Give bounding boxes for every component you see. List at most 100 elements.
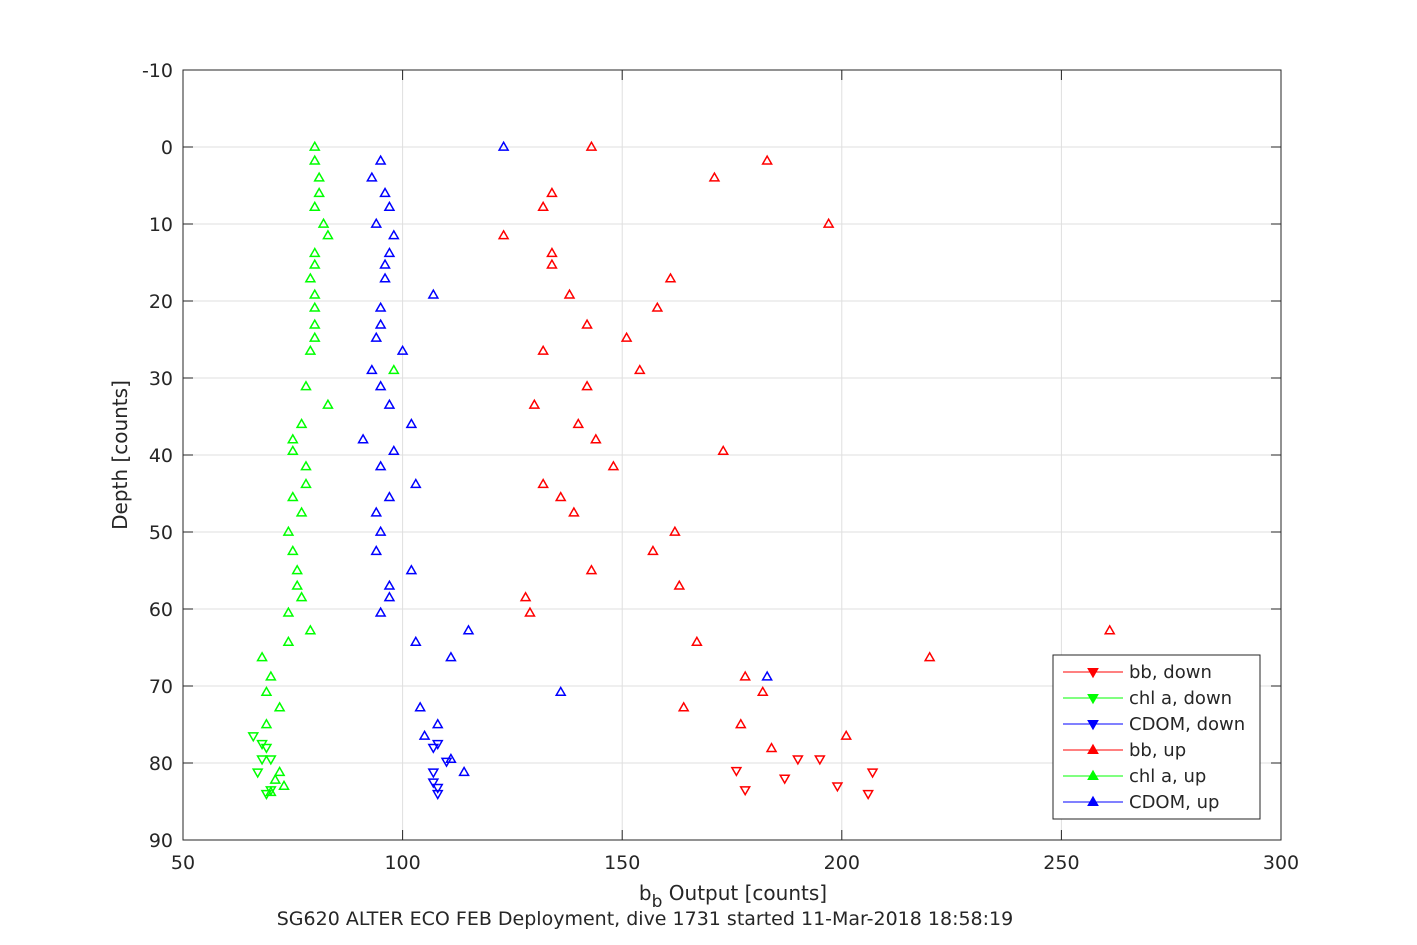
data-point bbox=[374, 301, 387, 312]
x-tick-label: 50 bbox=[171, 852, 195, 874]
data-point bbox=[291, 564, 303, 575]
data-point bbox=[287, 444, 299, 456]
data-point bbox=[581, 380, 593, 391]
data-point bbox=[497, 140, 510, 151]
data-point bbox=[308, 288, 321, 299]
legend-label: bb, up bbox=[1129, 740, 1186, 761]
legend-label: chl a, down bbox=[1129, 688, 1232, 709]
x-tick-label: 100 bbox=[384, 852, 420, 874]
data-point bbox=[431, 789, 444, 801]
data-point bbox=[427, 288, 440, 299]
data-point bbox=[383, 200, 396, 211]
data-point bbox=[383, 491, 396, 502]
data-point bbox=[497, 229, 510, 240]
data-point bbox=[519, 591, 532, 602]
data-point bbox=[260, 718, 273, 729]
y-tick-label: 30 bbox=[149, 368, 173, 390]
data-point bbox=[308, 318, 321, 329]
data-point bbox=[313, 186, 325, 198]
data-point bbox=[256, 755, 268, 766]
data-point bbox=[308, 301, 321, 312]
data-point bbox=[308, 154, 321, 165]
data-point bbox=[756, 685, 769, 697]
data-point bbox=[664, 272, 677, 283]
data-point bbox=[366, 364, 378, 375]
data-point bbox=[322, 229, 334, 240]
data-point bbox=[633, 364, 646, 375]
data-point bbox=[374, 380, 387, 391]
legend-label: chl a, up bbox=[1129, 766, 1206, 787]
data-point bbox=[366, 171, 378, 182]
data-point bbox=[537, 200, 549, 211]
data-point bbox=[383, 591, 396, 602]
data-point bbox=[537, 344, 549, 355]
data-point bbox=[287, 545, 299, 556]
data-point bbox=[308, 140, 321, 151]
data-point bbox=[568, 506, 580, 517]
legend-entry: chl a, down bbox=[1063, 688, 1232, 709]
y-axis-label: Depth [counts] bbox=[108, 380, 132, 530]
legend-marker bbox=[1087, 743, 1099, 754]
x-tick-label: 300 bbox=[1263, 852, 1299, 874]
data-point bbox=[581, 318, 593, 329]
data-point bbox=[409, 635, 422, 646]
data-point bbox=[304, 272, 317, 283]
data-point bbox=[370, 217, 383, 228]
y-tick-label: 60 bbox=[149, 599, 173, 621]
data-point bbox=[458, 766, 470, 777]
data-point bbox=[295, 506, 308, 517]
legend-marker bbox=[1087, 769, 1099, 780]
data-point bbox=[537, 478, 549, 489]
data-point bbox=[278, 779, 290, 790]
data-point bbox=[717, 444, 730, 456]
data-point bbox=[388, 229, 400, 240]
series-cdom-up bbox=[357, 140, 773, 777]
data-point bbox=[374, 460, 387, 471]
data-point bbox=[673, 579, 686, 590]
data-point bbox=[388, 444, 400, 456]
data-point bbox=[923, 651, 936, 662]
data-point bbox=[282, 525, 295, 536]
data-point bbox=[427, 743, 440, 754]
y-tick-label: 40 bbox=[149, 445, 173, 467]
data-point bbox=[405, 564, 418, 575]
data-point bbox=[585, 564, 598, 575]
legend-entry: bb, down bbox=[1063, 662, 1212, 683]
data-point bbox=[282, 635, 295, 646]
data-point bbox=[396, 344, 409, 355]
legend-box bbox=[1052, 654, 1261, 820]
series-bb-down bbox=[730, 755, 879, 801]
data-point bbox=[431, 783, 444, 794]
data-point bbox=[304, 344, 317, 355]
data-point bbox=[866, 768, 879, 779]
data-point bbox=[379, 272, 391, 283]
data-point bbox=[317, 217, 330, 228]
data-point bbox=[445, 651, 457, 662]
data-point bbox=[431, 718, 444, 729]
data-point bbox=[590, 433, 602, 444]
legend-marker bbox=[1087, 795, 1099, 806]
data-point bbox=[427, 768, 440, 779]
data-point bbox=[792, 755, 804, 766]
data-point bbox=[295, 591, 308, 602]
data-point bbox=[322, 398, 334, 409]
data-point bbox=[308, 200, 321, 211]
data-point bbox=[287, 433, 299, 444]
data-point bbox=[546, 258, 558, 269]
data-point bbox=[554, 491, 567, 502]
series-bb-up bbox=[497, 140, 1116, 753]
data-point bbox=[814, 755, 826, 766]
data-point bbox=[260, 789, 273, 801]
data-point bbox=[247, 732, 260, 743]
x-tick-label: 250 bbox=[1043, 852, 1079, 874]
data-point bbox=[739, 670, 751, 681]
data-point bbox=[840, 729, 852, 740]
data-point bbox=[1103, 624, 1116, 635]
legend-label: CDOM, down bbox=[1129, 714, 1245, 735]
data-point bbox=[585, 140, 598, 151]
data-point bbox=[524, 606, 536, 617]
data-point bbox=[462, 624, 475, 635]
series-cdom-down bbox=[427, 739, 453, 801]
data-point bbox=[572, 417, 585, 429]
